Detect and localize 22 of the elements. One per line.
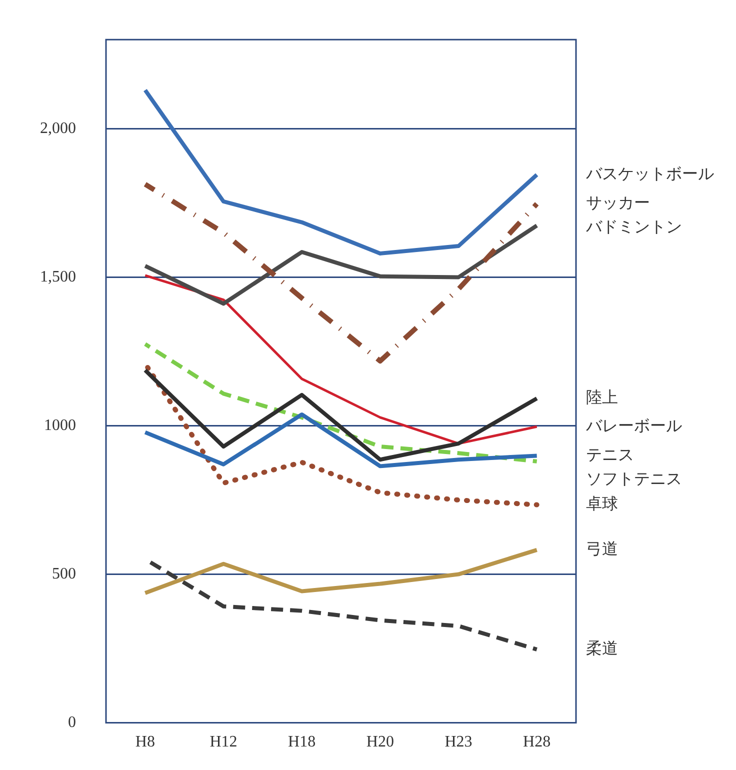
text: テニス <box>586 444 634 464</box>
x-tick-label: H8 <box>135 734 155 751</box>
x-tick-label: H20 <box>366 734 394 751</box>
x-tick-label: H18 <box>288 734 316 751</box>
y-tick-label: 1,500 <box>40 268 76 286</box>
text: 陸上 <box>586 388 618 407</box>
text: 卓球 <box>586 494 618 513</box>
text: バスケットボール <box>585 164 714 183</box>
text: 柔道 <box>586 638 618 658</box>
text: 弓道 <box>586 539 618 558</box>
line-series <box>143 342 539 464</box>
y-tick-label: 1000 <box>44 416 76 434</box>
text: サッカー <box>586 193 650 212</box>
x-tick-label: H12 <box>210 734 238 751</box>
text: ソフトテニス <box>586 468 682 488</box>
y-tick-label: 500 <box>52 565 76 582</box>
y-tick-label: 0 <box>68 714 76 732</box>
x-tick-label: H23 <box>444 734 472 751</box>
text: バドミントン <box>585 217 682 236</box>
x-tick-label: H28 <box>523 734 551 751</box>
y-tick-label: 2,000 <box>40 120 76 137</box>
text: バレーボール <box>585 416 682 435</box>
